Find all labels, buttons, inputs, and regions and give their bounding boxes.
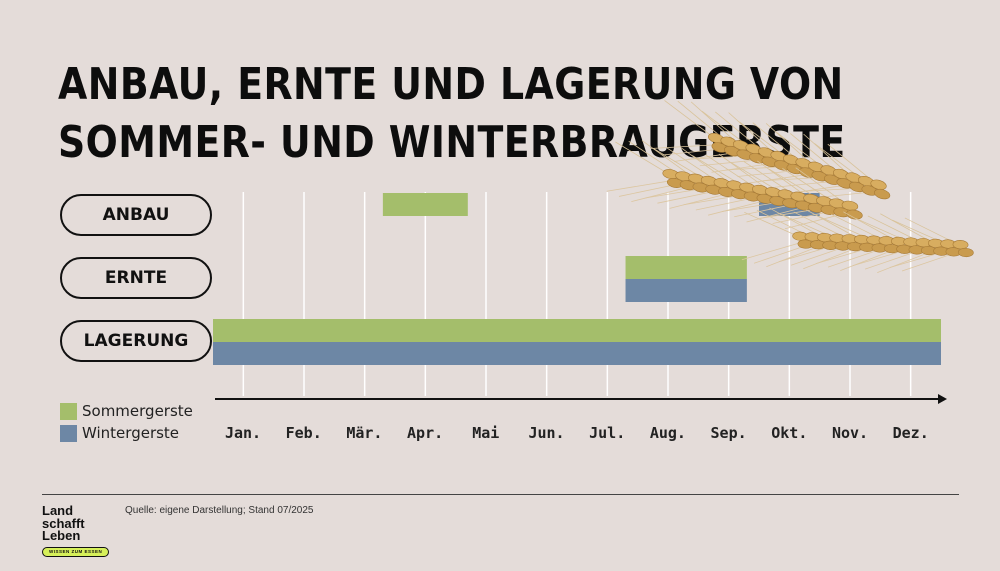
bar-wintergerste-lagerung <box>213 342 941 365</box>
bar-sommergerste-lagerung <box>213 319 941 342</box>
month-label: Mär. <box>346 424 383 442</box>
bar-wintergerste-anbau <box>759 193 820 216</box>
month-label: Jul. <box>589 424 626 442</box>
month-label: Mai <box>472 424 500 442</box>
source-note: Quelle: eigene Darstellung; Stand 07/202… <box>125 505 314 516</box>
month-label: Okt. <box>771 424 808 442</box>
legend-swatch-sommergerste <box>60 402 77 420</box>
bar-sommergerste-ernte <box>625 256 747 279</box>
legend-label-sommergerste: Sommergerste <box>82 402 193 420</box>
category-label-ernte: ERNTE <box>104 268 168 288</box>
legend-label-wintergerste: Wintergerste <box>82 424 180 442</box>
category-lagerung: LAGERUNG <box>60 320 212 362</box>
category-anbau: ANBAU <box>60 194 212 236</box>
month-label: Aug. <box>649 424 686 442</box>
month-label: Jun. <box>528 424 565 442</box>
legend-item-sommergerste: Sommergerste <box>60 402 193 420</box>
legend-swatch-wintergerste <box>60 424 77 442</box>
month-label: Jan. <box>224 424 262 442</box>
month-label: Feb. <box>285 424 322 442</box>
month-label: Sep. <box>710 424 747 442</box>
footer-divider <box>42 494 959 495</box>
category-label-lagerung: LAGERUNG <box>83 331 189 351</box>
category-label-anbau: ANBAU <box>102 205 170 225</box>
bar-sommergerste-anbau <box>382 193 468 216</box>
time-axis-arrow-icon <box>938 394 947 404</box>
month-label: Apr. <box>407 424 444 442</box>
legend-item-wintergerste: Wintergerste <box>60 424 179 442</box>
month-label: Dez. <box>892 424 929 442</box>
bar-wintergerste-ernte <box>625 279 747 302</box>
month-label: Nov. <box>831 424 869 442</box>
category-ernte: ERNTE <box>60 257 212 299</box>
landschafftleben-logo: Land schafft Leben WISSEN ZUM ESSEN <box>42 504 110 557</box>
